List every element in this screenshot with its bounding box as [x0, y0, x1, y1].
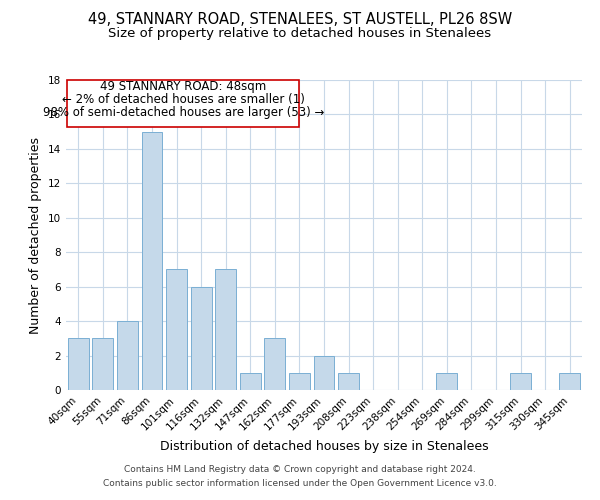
Bar — [338, 373, 359, 390]
Bar — [314, 356, 334, 390]
Bar — [68, 338, 89, 390]
Y-axis label: Number of detached properties: Number of detached properties — [29, 136, 43, 334]
Text: 49 STANNARY ROAD: 48sqm: 49 STANNARY ROAD: 48sqm — [100, 80, 266, 94]
Bar — [510, 373, 531, 390]
Bar — [240, 373, 261, 390]
Bar — [436, 373, 457, 390]
Text: Contains HM Land Registry data © Crown copyright and database right 2024.
Contai: Contains HM Land Registry data © Crown c… — [103, 466, 497, 487]
Text: 98% of semi-detached houses are larger (53) →: 98% of semi-detached houses are larger (… — [43, 106, 324, 119]
Bar — [265, 338, 286, 390]
FancyBboxPatch shape — [67, 80, 299, 126]
Bar — [289, 373, 310, 390]
Bar — [117, 321, 138, 390]
Bar — [92, 338, 113, 390]
Text: Size of property relative to detached houses in Stenalees: Size of property relative to detached ho… — [109, 28, 491, 40]
Bar — [191, 286, 212, 390]
Text: ← 2% of detached houses are smaller (1): ← 2% of detached houses are smaller (1) — [62, 94, 305, 106]
Bar — [166, 270, 187, 390]
Bar — [559, 373, 580, 390]
Bar — [142, 132, 163, 390]
Text: 49, STANNARY ROAD, STENALEES, ST AUSTELL, PL26 8SW: 49, STANNARY ROAD, STENALEES, ST AUSTELL… — [88, 12, 512, 28]
Bar — [215, 270, 236, 390]
X-axis label: Distribution of detached houses by size in Stenalees: Distribution of detached houses by size … — [160, 440, 488, 453]
